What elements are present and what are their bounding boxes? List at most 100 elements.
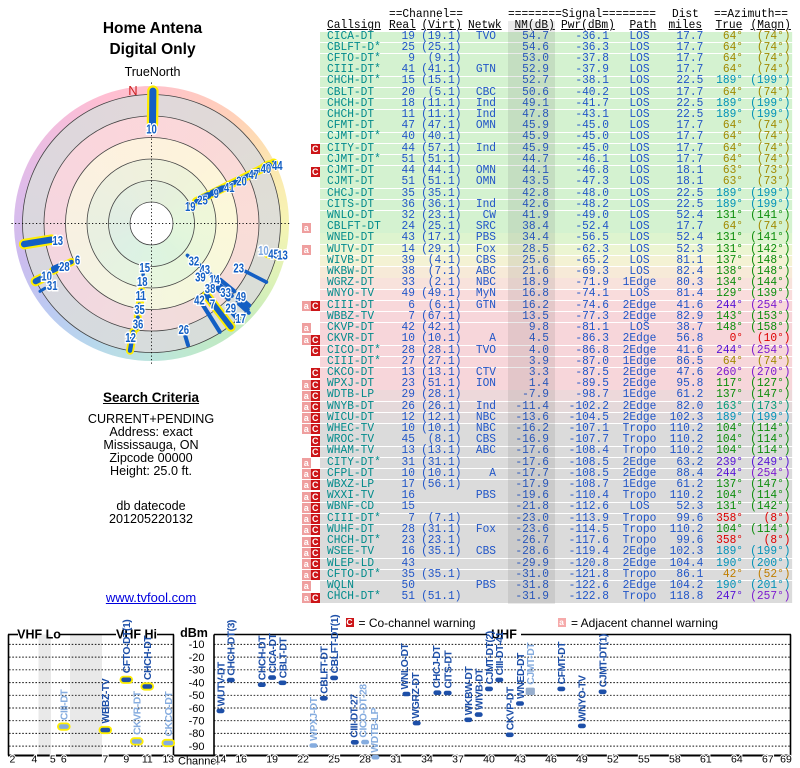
- svg-text:5: 5: [50, 753, 56, 765]
- svg-text:61: 61: [700, 753, 712, 765]
- svg-text:14: 14: [215, 753, 227, 765]
- svg-text:40: 40: [261, 162, 272, 176]
- svg-text:dBm: dBm: [180, 626, 208, 640]
- svg-text:VHF Hi: VHF Hi: [116, 628, 157, 642]
- svg-text:17: 17: [236, 312, 247, 326]
- svg-text:69: 69: [780, 753, 792, 765]
- svg-text:13: 13: [162, 753, 174, 765]
- svg-text:11: 11: [136, 289, 147, 303]
- svg-text:25: 25: [197, 193, 208, 207]
- svg-text:14: 14: [209, 273, 220, 287]
- svg-text:10: 10: [146, 123, 157, 137]
- svg-text:CJMT-DT: CJMT-DT: [526, 642, 537, 685]
- svg-text:CHCH-DT: CHCH-DT: [143, 635, 154, 680]
- svg-text:9: 9: [214, 187, 219, 201]
- svg-text:CKVR-DT: CKVR-DT: [133, 690, 144, 735]
- svg-text:42: 42: [194, 293, 205, 307]
- svg-text:CBLT-DT: CBLT-DT: [278, 637, 289, 679]
- svg-text:CHCJ-DT: CHCJ-DT: [432, 645, 443, 689]
- svg-text:WUTV-DT: WUTV-DT: [216, 661, 227, 706]
- svg-text:13: 13: [53, 234, 64, 248]
- svg-text:13: 13: [277, 248, 288, 262]
- svg-text:16: 16: [235, 753, 247, 765]
- svg-text:49: 49: [576, 753, 588, 765]
- svg-text:WKBW-DT: WKBW-DT: [464, 666, 475, 716]
- svg-text:39: 39: [195, 271, 206, 285]
- svg-text:CFMT-DT: CFMT-DT: [557, 641, 568, 685]
- svg-text:-50: -50: [189, 690, 205, 702]
- svg-text:58: 58: [669, 753, 681, 765]
- svg-text:29: 29: [225, 301, 236, 315]
- svg-text:-20: -20: [189, 652, 205, 664]
- svg-text:CKCO-DT: CKCO-DT: [164, 691, 175, 737]
- svg-text:19: 19: [185, 200, 196, 214]
- svg-text:20: 20: [236, 175, 247, 189]
- svg-text:22: 22: [297, 753, 309, 765]
- svg-text:55: 55: [638, 753, 650, 765]
- svg-text:CFTO-DT(1): CFTO-DT(1): [122, 620, 133, 674]
- svg-text:23: 23: [233, 262, 244, 276]
- svg-text:38: 38: [205, 282, 216, 296]
- svg-text:CJMT-DT(2): CJMT-DT(2): [485, 631, 496, 684]
- svg-text:WNLO-DT: WNLO-DT: [400, 642, 411, 689]
- svg-text:44: 44: [272, 159, 283, 173]
- svg-text:33: 33: [220, 286, 231, 300]
- svg-text:40: 40: [483, 753, 495, 765]
- svg-text:7: 7: [210, 297, 215, 311]
- svg-text:52: 52: [607, 753, 619, 765]
- svg-text:-70: -70: [189, 716, 205, 728]
- svg-text:CHCH-DT: CHCH-DT: [258, 635, 269, 680]
- svg-text:CIII-DT: CIII-DT: [60, 689, 71, 720]
- svg-text:10: 10: [258, 244, 269, 258]
- svg-text:9: 9: [123, 753, 129, 765]
- svg-text:-40: -40: [189, 677, 205, 689]
- svg-text:CBLFT-DT: CBLFT-DT: [320, 646, 331, 694]
- svg-text:UHF: UHF: [491, 628, 517, 642]
- svg-text:2: 2: [9, 753, 15, 765]
- svg-text:34: 34: [421, 753, 433, 765]
- svg-text:WIVB-DT: WIVB-DT: [475, 668, 486, 710]
- svg-text:CIII-DT-27: CIII-DT-27: [350, 694, 361, 738]
- svg-text:64: 64: [731, 753, 743, 765]
- svg-text:CJMT-DT(1): CJMT-DT(1): [598, 634, 609, 687]
- svg-text:CICA-DT: CICA-DT: [268, 632, 279, 673]
- svg-text:36: 36: [133, 317, 144, 331]
- svg-text:32: 32: [189, 255, 200, 269]
- svg-text:-80: -80: [189, 728, 205, 740]
- svg-text:37: 37: [452, 753, 464, 765]
- svg-text:15: 15: [139, 261, 150, 275]
- svg-text:6: 6: [75, 254, 80, 268]
- svg-text:41: 41: [224, 181, 235, 195]
- svg-text:31: 31: [47, 279, 58, 293]
- svg-text:CBLFT-DT(1): CBLFT-DT(1): [330, 615, 341, 674]
- svg-text:6: 6: [61, 753, 67, 765]
- svg-text:45: 45: [268, 248, 279, 262]
- svg-text:-30: -30: [189, 665, 205, 677]
- svg-text:28: 28: [59, 260, 70, 274]
- svg-text:46: 46: [545, 753, 557, 765]
- svg-text:18: 18: [137, 275, 148, 289]
- svg-text:CHCH-DT(3): CHCH-DT(3): [227, 620, 238, 676]
- svg-text:WBBZ-TV: WBBZ-TV: [101, 678, 112, 723]
- svg-text:4: 4: [31, 753, 37, 765]
- svg-text:7: 7: [102, 753, 108, 765]
- svg-text:25: 25: [328, 753, 340, 765]
- svg-text:35: 35: [134, 303, 145, 317]
- svg-text:CKVP-DT: CKVP-DT: [506, 686, 517, 730]
- svg-text:47: 47: [248, 168, 259, 182]
- svg-text:WGRZ-DT: WGRZ-DT: [411, 672, 422, 719]
- svg-text:WNYO-TV: WNYO-TV: [578, 675, 589, 721]
- svg-text:10: 10: [41, 270, 52, 284]
- svg-text:11: 11: [142, 753, 153, 765]
- svg-text:WPXJ-DT: WPXJ-DT: [309, 696, 320, 741]
- svg-text:-10: -10: [189, 639, 205, 651]
- svg-text:19: 19: [266, 753, 278, 765]
- svg-text:67: 67: [762, 753, 774, 765]
- svg-text:12: 12: [125, 331, 136, 345]
- svg-text:CITS-DT: CITS-DT: [444, 650, 455, 689]
- svg-text:26: 26: [179, 323, 190, 337]
- svg-text:28: 28: [359, 753, 371, 765]
- svg-text:WDTB-LP: WDTB-LP: [370, 707, 381, 752]
- svg-text:-60: -60: [189, 703, 205, 715]
- svg-text:Channel: Channel: [178, 756, 219, 768]
